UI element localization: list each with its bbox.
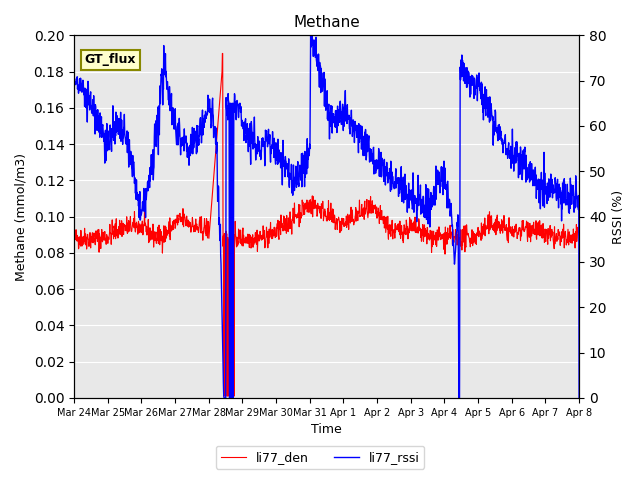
- li77_den: [218, 50, 226, 56]
- Line: li77_den: li77_den: [74, 53, 579, 396]
- li77_rssi: [575, 395, 583, 401]
- Y-axis label: RSSI (%): RSSI (%): [612, 190, 625, 244]
- li77_rssi: [358, 132, 366, 138]
- li77_rssi: [109, 129, 117, 134]
- Y-axis label: Methane (mmol/m3): Methane (mmol/m3): [15, 153, 28, 281]
- Title: Methane: Methane: [293, 15, 360, 30]
- li77_den: [109, 230, 117, 236]
- li77_rssi: [130, 159, 138, 165]
- li77_rssi: [307, 33, 314, 38]
- li77_rssi: [295, 174, 303, 180]
- Line: li77_rssi: li77_rssi: [74, 36, 579, 398]
- Text: GT_flux: GT_flux: [84, 53, 136, 66]
- li77_den: [358, 212, 366, 218]
- li77_den: [130, 216, 138, 221]
- li77_den: [575, 232, 583, 238]
- li77_den: [70, 233, 78, 239]
- li77_den: [220, 393, 228, 399]
- li77_rssi: [70, 74, 78, 80]
- li77_rssi: [220, 395, 228, 401]
- li77_rssi: [285, 156, 292, 162]
- li77_den: [296, 203, 303, 209]
- Legend: li77_den, li77_rssi: li77_den, li77_rssi: [216, 446, 424, 469]
- li77_rssi: [305, 156, 312, 162]
- li77_den: [285, 226, 293, 232]
- X-axis label: Time: Time: [311, 423, 342, 436]
- li77_den: [305, 201, 312, 207]
